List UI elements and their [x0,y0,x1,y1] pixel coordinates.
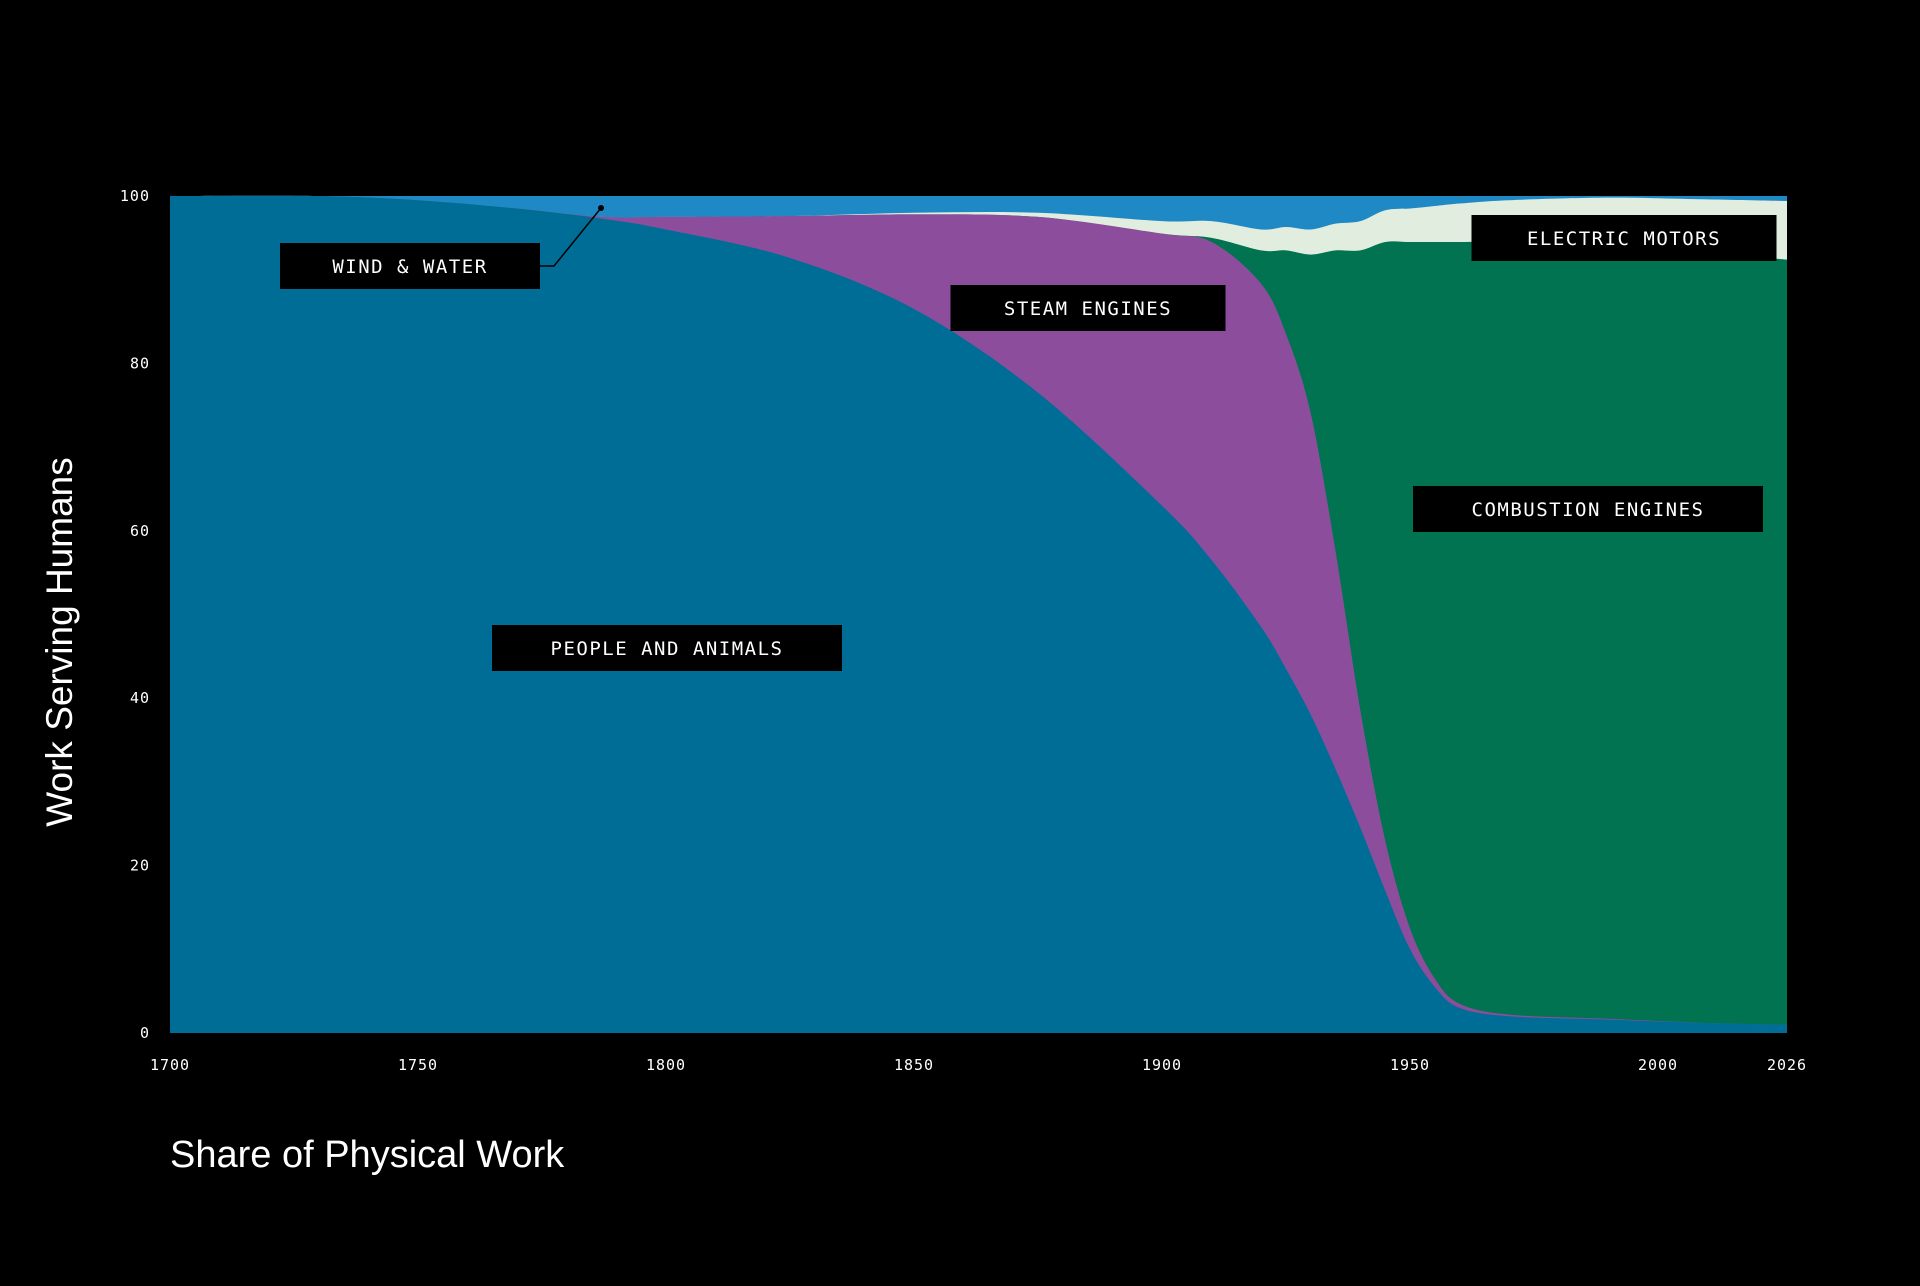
label-electric-motors: ELECTRIC MOTORS [1471,215,1777,261]
x-tick-label: 1750 [398,1056,438,1074]
leader-dot [598,205,604,211]
label-wind-water: WIND & WATER [280,243,540,289]
label-box [280,243,540,289]
label-text: ELECTRIC MOTORS [1527,228,1721,250]
leader-layer [540,205,604,267]
x-tick-label: 1900 [1142,1056,1182,1074]
y-tick-label: 0 [140,1024,150,1042]
areas-layer [170,195,1787,1033]
x-tick-label: 2026 [1767,1056,1807,1074]
label-combustion-engines: COMBUSTION ENGINES [1413,486,1763,532]
label-text: COMBUSTION ENGINES [1472,499,1705,521]
y-tick-label: 60 [130,522,150,540]
label-box [1413,486,1763,532]
label-box [492,625,842,671]
y-tick-label: 40 [130,689,150,707]
leader-line [540,207,602,267]
label-text: WIND & WATER [332,256,487,278]
x-tick-label: 1850 [894,1056,934,1074]
x-tick-label: 1700 [150,1056,190,1074]
area-labels: WIND & WATER STEAM ENGINES ELECTRIC MOTORS… [280,215,1777,671]
y-tick-label: 100 [120,187,150,205]
y-tick-label: 80 [130,354,150,372]
y-tick-label: 20 [130,857,150,875]
y-axis-ticks: 0 20 40 60 80 100 [120,187,150,1042]
x-tick-label: 1950 [1390,1056,1430,1074]
label-people-and-animals: PEOPLE AND ANIMALS [492,625,842,671]
x-tick-label: 2000 [1638,1056,1678,1074]
x-axis-ticks: 1700 1750 1800 1850 1900 1950 2000 2026 [150,1056,1807,1074]
y-axis-title: Work Serving Humans [39,457,80,826]
label-text: PEOPLE AND ANIMALS [551,638,784,660]
label-text: STEAM ENGINES [1004,298,1172,320]
label-box [950,285,1226,331]
x-tick-label: 1800 [646,1056,686,1074]
x-axis-title: Share of Physical Work [170,1134,565,1176]
area-series-people-and-animals [170,195,1787,1033]
label-steam-engines: STEAM ENGINES [950,285,1226,331]
label-box [1471,215,1777,261]
